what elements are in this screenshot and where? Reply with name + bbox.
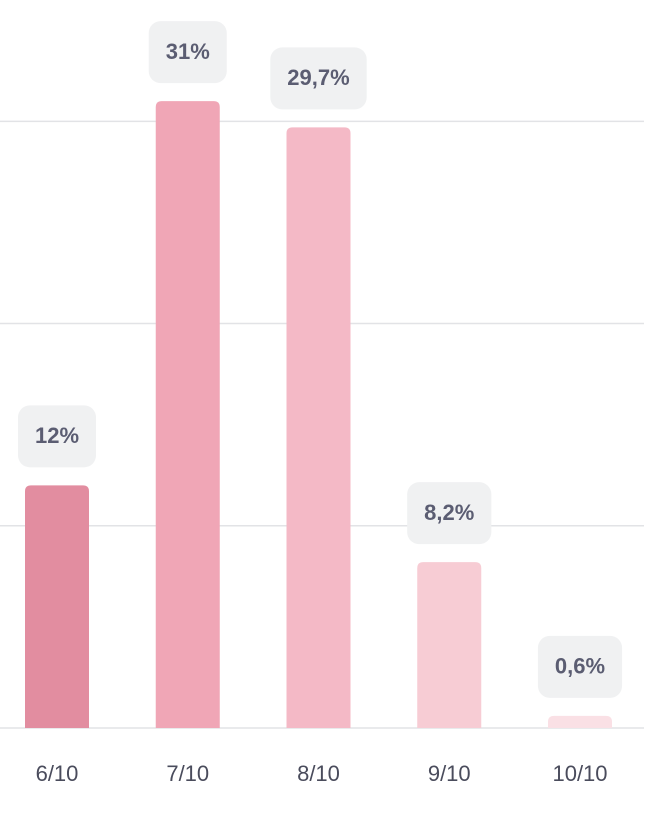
value-label-bubble	[537, 635, 623, 698]
value-label: 29,7%	[270, 47, 367, 110]
value-label: 0,6%	[537, 635, 623, 698]
value-label-bubble	[17, 405, 97, 468]
bar	[155, 101, 220, 729]
value-label-bubble	[148, 21, 227, 84]
x-tick-label: 9/10	[428, 761, 471, 786]
x-tick-label: 7/10	[166, 761, 209, 786]
value-label-text: 0,6%	[555, 654, 605, 679]
value-label: 8,2%	[407, 482, 492, 545]
value-label-text: 31%	[166, 39, 210, 64]
value-label: 31%	[148, 21, 227, 84]
bar	[25, 485, 89, 728]
value-label-bubble	[270, 47, 367, 110]
value-label-bubble	[407, 482, 492, 545]
value-label-text: 12%	[35, 423, 79, 448]
bar	[548, 715, 612, 728]
value-label-text: 8,2%	[424, 500, 474, 525]
value-label-text: 29,7%	[287, 65, 349, 90]
bar	[286, 127, 351, 728]
x-tick-label: 8/10	[297, 761, 340, 786]
bar	[417, 562, 482, 728]
x-tick-label: 6/10	[36, 761, 79, 786]
x-tick-label: 10/10	[552, 761, 607, 786]
value-label: 12%	[17, 405, 97, 468]
